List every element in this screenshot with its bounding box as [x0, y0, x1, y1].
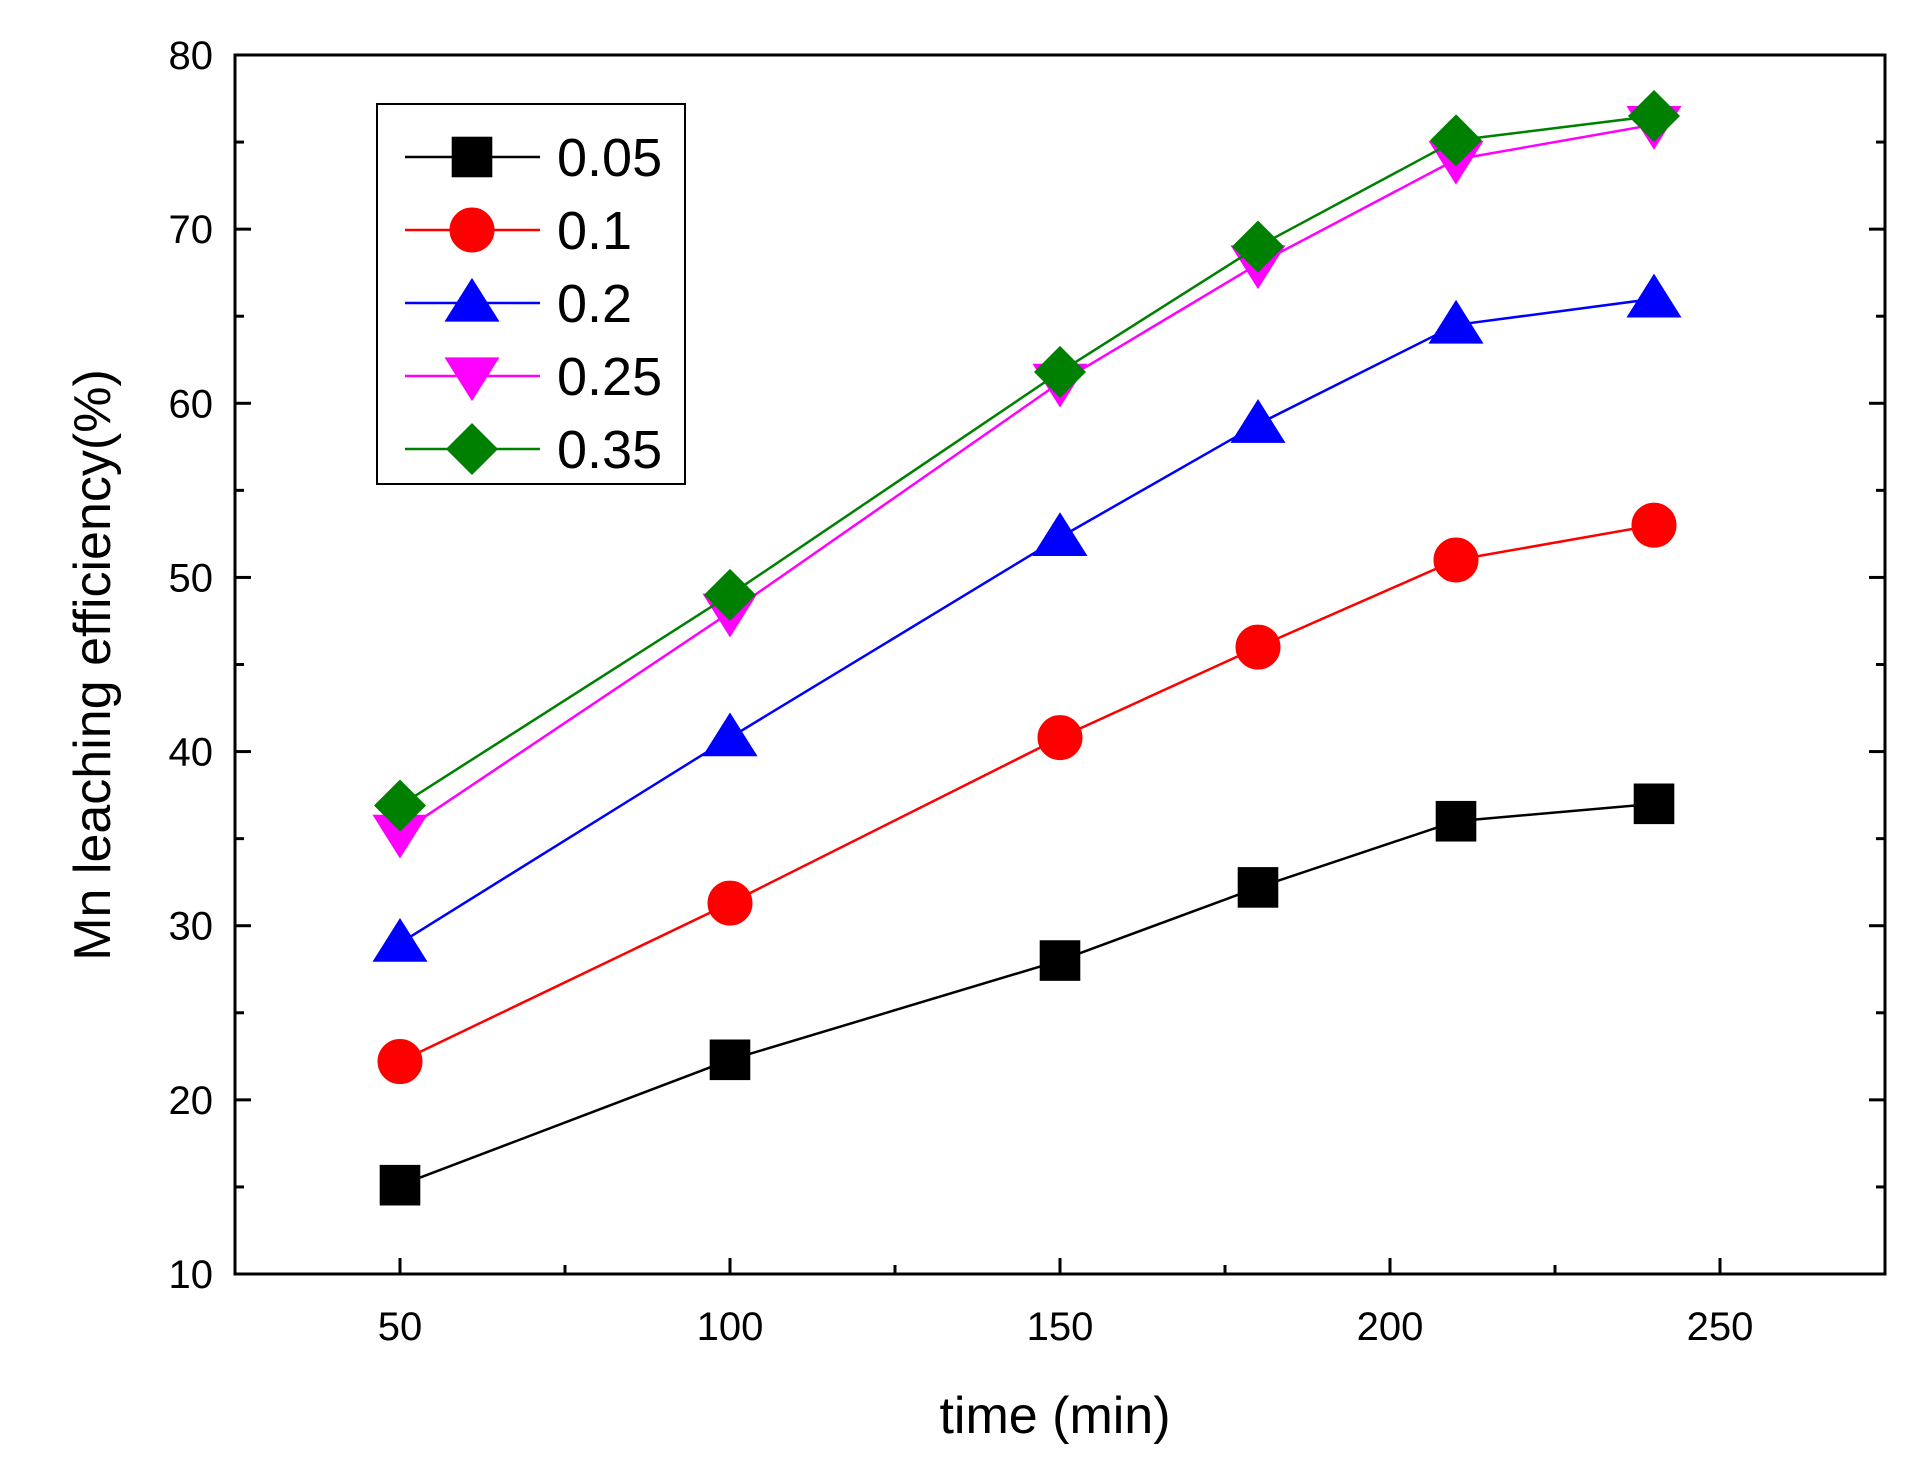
y-tick-label: 80	[169, 34, 214, 78]
data-point	[1033, 345, 1087, 398]
y-tick-label: 10	[169, 1253, 214, 1297]
legend-item: 0.25	[405, 347, 662, 407]
legend-label: 0.05	[557, 128, 662, 188]
series-line	[399, 123, 1655, 835]
series-0.05	[379, 783, 1675, 1206]
y-tick-label: 30	[169, 905, 214, 949]
x-axis-title: time (min)	[939, 1387, 1170, 1445]
data-point	[1235, 624, 1281, 670]
y-tick-label: 60	[169, 382, 214, 426]
data-point	[1428, 299, 1484, 344]
y-tick-label: 40	[169, 731, 214, 775]
data-point	[1633, 783, 1675, 825]
legend-marker	[445, 422, 499, 476]
x-tick-label: 100	[697, 1305, 764, 1349]
legend-marker	[449, 207, 495, 253]
data-point	[373, 779, 427, 832]
x-tick-label: 50	[378, 1305, 423, 1349]
data-point	[1231, 220, 1285, 273]
data-point	[379, 1164, 421, 1206]
x-tick-label: 200	[1357, 1305, 1424, 1349]
legend-item: 0.2	[405, 274, 632, 334]
legend-item: 0.1	[405, 201, 632, 261]
legend-box	[376, 103, 686, 485]
data-point	[377, 1039, 423, 1085]
y-tick-label: 70	[169, 208, 214, 252]
data-point	[1037, 715, 1083, 761]
y-tick-label: 20	[169, 1079, 214, 1123]
legend-item: 0.35	[405, 420, 662, 480]
x-tick-label: 150	[1027, 1305, 1094, 1349]
series-line	[399, 523, 1655, 1063]
legend-label: 0.25	[557, 347, 662, 407]
legend-item: 0.05	[405, 128, 662, 188]
plot-marks	[372, 89, 1682, 1206]
y-tick-label: 50	[169, 556, 214, 600]
data-point	[1631, 502, 1677, 548]
series-0.1	[377, 502, 1677, 1085]
data-point	[1032, 512, 1088, 557]
data-point	[703, 568, 757, 621]
data-point	[1626, 273, 1682, 318]
legend-label: 0.2	[557, 274, 632, 334]
data-point	[1230, 399, 1286, 443]
data-point	[372, 917, 428, 962]
data-point	[1237, 867, 1279, 908]
legend-label: 0.35	[557, 420, 662, 480]
legend-marker	[451, 136, 493, 178]
series-line	[399, 297, 1655, 945]
legend-marker	[444, 357, 500, 402]
data-point	[1435, 800, 1477, 842]
series-line	[399, 114, 1655, 807]
data-point	[1627, 89, 1681, 142]
series-0.2	[372, 273, 1682, 962]
data-point	[709, 1039, 751, 1081]
series-line	[399, 802, 1655, 1187]
legend-label: 0.1	[557, 201, 632, 261]
series-0.35	[373, 89, 1681, 832]
data-point	[702, 712, 758, 757]
axes: 50 100 150 200 250 10 20 30 40 50 60 70 80	[169, 34, 1885, 1349]
legend: 0.05 0.1 0.2 0.25 0.35	[376, 103, 686, 485]
data-point	[707, 880, 753, 926]
data-point	[1433, 537, 1479, 583]
y-axis-title: Mn leaching efficiency(%)	[64, 369, 122, 961]
x-tick-label: 250	[1687, 1305, 1754, 1349]
data-point	[1429, 114, 1483, 167]
data-point	[1039, 940, 1081, 981]
legend-marker	[444, 277, 500, 322]
